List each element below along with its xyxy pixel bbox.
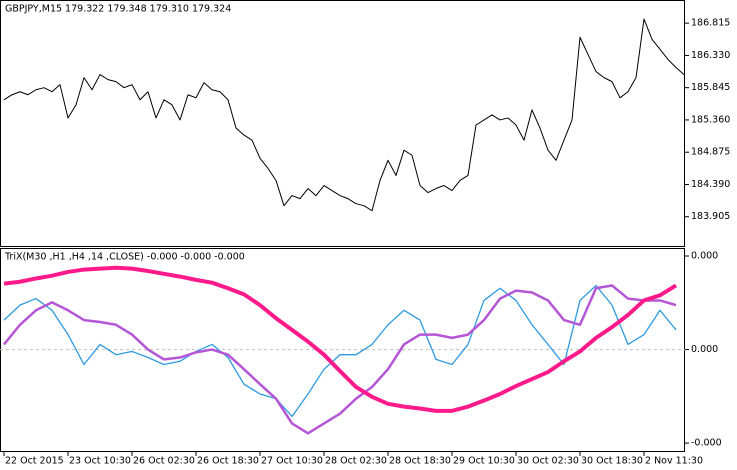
x-tick-label: 28 Oct 18:30 [389, 456, 451, 467]
x-tick-label: 27 Oct 10:30 [261, 456, 323, 467]
series-line [3, 18, 685, 212]
x-tick-label: 26 Oct 02:30 [133, 456, 195, 467]
pane-title: GBPJPY,M15 179.322 179.348 179.310 179.3… [5, 4, 231, 15]
x-tick-label: 22 Oct 2015 [5, 456, 64, 467]
y-tick-label: -0.000 [691, 438, 722, 449]
y-tick-label: 184.875 [691, 147, 730, 158]
y-tick-label: 183.905 [691, 211, 730, 222]
y-tick-label: 0.000 [691, 251, 718, 262]
series-line [3, 265, 678, 413]
x-tick-label: 29 Oct 10:30 [453, 456, 515, 467]
y-tick-label: 186.330 [691, 50, 730, 61]
x-tick-label: 2 Nov 11:30 [645, 456, 703, 467]
series-line [3, 284, 677, 418]
y-tick-label: 185.845 [691, 82, 730, 93]
series-line [3, 284, 677, 435]
price-pane [0, 0, 685, 247]
pane-title: TriX(M30 ,H1 ,H4 ,14 ,CLOSE) -0.000 -0.0… [4, 252, 245, 263]
x-tick-label: 23 Oct 10:30 [69, 456, 131, 467]
x-tick-label: 28 Oct 02:30 [325, 456, 387, 467]
y-tick-label: 0.000 [691, 344, 718, 355]
y-tick-label: 184.390 [691, 179, 730, 190]
x-tick-label: 26 Oct 18:30 [197, 456, 259, 467]
y-tick-label: 185.360 [691, 114, 730, 125]
x-tick-label: 30 Oct 18:30 [581, 456, 643, 467]
x-tick-label: 30 Oct 02:30 [517, 456, 579, 467]
y-tick-label: 186.815 [691, 18, 730, 29]
